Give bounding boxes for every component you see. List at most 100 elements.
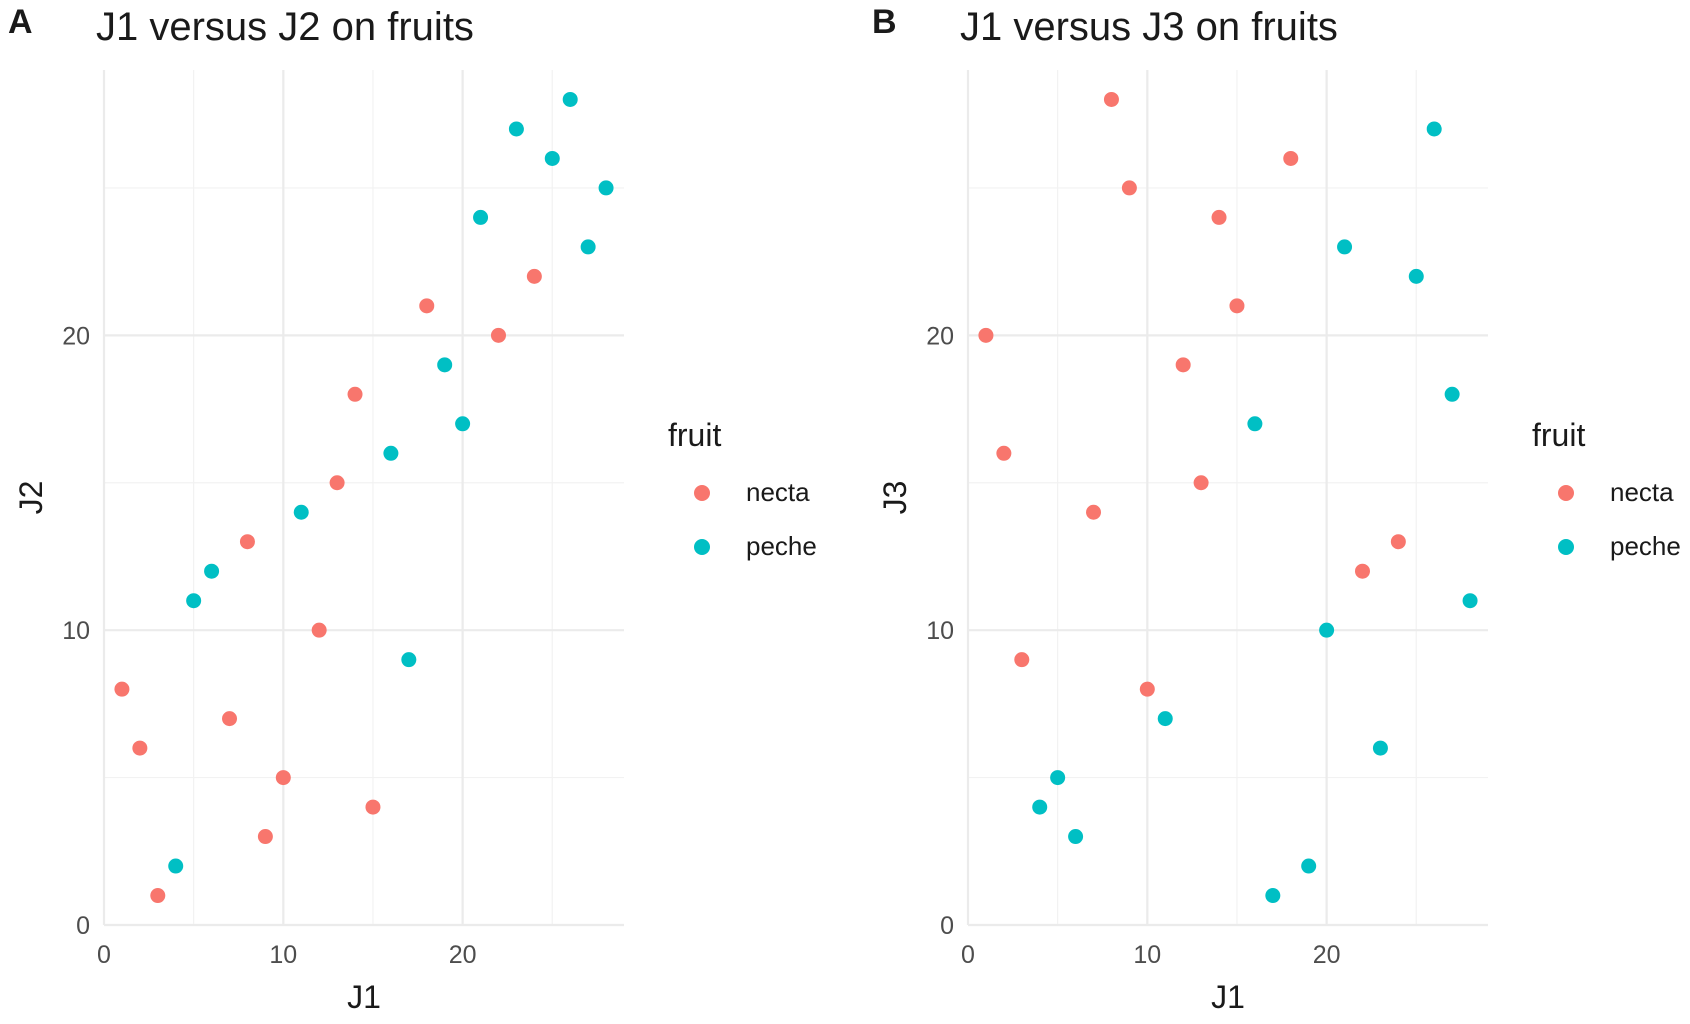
legend-key-necta xyxy=(1558,485,1574,501)
x-tick-label: 10 xyxy=(1133,941,1161,969)
data-point-necta xyxy=(114,681,130,697)
legend-key-necta xyxy=(694,485,710,501)
y-tick-label: 20 xyxy=(926,322,954,350)
y-tick-label: 0 xyxy=(76,912,90,940)
y-axis-title: J3 xyxy=(877,481,913,515)
y-tick-label: 10 xyxy=(926,617,954,645)
data-point-necta xyxy=(150,888,166,904)
legend-key-peche xyxy=(694,539,710,555)
data-point-necta xyxy=(1086,504,1102,520)
data-point-peche xyxy=(580,239,596,255)
data-point-peche xyxy=(168,858,184,874)
y-tick-label: 20 xyxy=(62,322,90,350)
chart-title: J1 versus J2 on fruits xyxy=(96,5,474,49)
data-point-peche xyxy=(383,445,399,461)
data-point-necta xyxy=(1354,563,1370,579)
x-tick-label: 20 xyxy=(1313,941,1341,969)
data-point-necta xyxy=(1211,209,1227,225)
data-point-peche xyxy=(293,504,309,520)
data-point-peche xyxy=(1050,770,1066,786)
panel-a: 0 10 20 0 10 20 J1 J2 A J1 versus J2 on fruits … xyxy=(8,3,858,1015)
data-point-necta xyxy=(996,445,1012,461)
data-point-necta xyxy=(239,534,255,550)
series-peche xyxy=(1032,121,1478,904)
data-point-peche xyxy=(598,180,614,196)
data-point-necta xyxy=(419,298,435,314)
data-point-necta xyxy=(222,711,238,727)
legend: fruit necta peche xyxy=(668,415,858,575)
data-point-necta xyxy=(1283,150,1299,166)
legend-label-peche: peche xyxy=(1610,531,1681,561)
legend-key-peche xyxy=(1558,539,1574,555)
legend-item-peche: peche xyxy=(668,521,858,575)
data-point-peche xyxy=(1032,799,1048,815)
data-point-necta xyxy=(329,475,345,491)
data-point-peche xyxy=(437,357,453,373)
panel-label: B xyxy=(872,3,897,41)
legend-title: fruit xyxy=(668,417,722,453)
data-point-necta xyxy=(347,386,363,402)
data-point-peche xyxy=(1247,416,1263,432)
data-point-necta xyxy=(1229,298,1245,314)
chart-title: J1 versus J3 on fruits xyxy=(960,5,1338,49)
data-point-peche xyxy=(1301,858,1317,874)
x-tick-label: 0 xyxy=(97,941,111,969)
data-point-necta xyxy=(1103,91,1119,107)
data-point-peche xyxy=(204,563,220,579)
legend-item-peche: peche xyxy=(1532,521,1690,575)
data-point-peche xyxy=(455,416,471,432)
data-point-necta xyxy=(365,799,381,815)
legend-label-necta: necta xyxy=(1610,477,1674,507)
data-point-peche xyxy=(1157,711,1173,727)
legend-item-necta: necta xyxy=(1532,467,1690,521)
data-point-necta xyxy=(490,327,506,343)
series-necta xyxy=(114,268,542,904)
data-point-necta xyxy=(1121,180,1137,196)
data-point-peche xyxy=(473,209,489,225)
data-point-peche xyxy=(1068,829,1084,845)
x-tick-label: 0 xyxy=(961,941,975,969)
data-point-necta xyxy=(311,622,327,638)
data-point-necta xyxy=(978,327,994,343)
data-point-necta xyxy=(1193,475,1209,491)
data-point-peche xyxy=(562,91,578,107)
x-tick-label: 10 xyxy=(269,941,297,969)
x-axis-title: J1 xyxy=(347,979,381,1015)
grid xyxy=(102,70,624,927)
y-tick-label: 0 xyxy=(940,912,954,940)
data-point-peche xyxy=(1426,121,1442,137)
series-peche xyxy=(168,91,614,874)
data-point-peche xyxy=(1319,622,1335,638)
data-point-necta xyxy=(1390,534,1406,550)
panel-b: 0 10 20 0 10 20 J1 J3 B J1 versus J3 on fruits … xyxy=(864,0,1690,1024)
x-tick-label: 20 xyxy=(449,941,477,969)
legend-label-necta: necta xyxy=(746,477,810,507)
data-point-peche xyxy=(1265,888,1281,904)
plot-area: 0 10 20 0 10 20 J1 J3 xyxy=(877,70,1488,1015)
plot-area: 0 10 20 0 10 20 J1 J2 xyxy=(13,70,624,1015)
data-point-peche xyxy=(1337,239,1353,255)
legend-title: fruit xyxy=(1532,417,1586,453)
data-point-necta xyxy=(1014,652,1030,668)
data-point-peche xyxy=(544,150,560,166)
series-necta xyxy=(978,91,1406,697)
data-point-necta xyxy=(132,740,148,756)
data-point-necta xyxy=(526,268,542,284)
y-tick-label: 10 xyxy=(62,617,90,645)
data-point-peche xyxy=(186,593,202,609)
data-point-peche xyxy=(1408,268,1424,284)
legend: fruit necta peche xyxy=(1532,415,1690,575)
data-point-necta xyxy=(1139,681,1155,697)
data-point-peche xyxy=(1372,740,1388,756)
grid xyxy=(966,70,1488,927)
data-point-necta xyxy=(1175,357,1191,373)
data-point-peche xyxy=(1444,386,1460,402)
data-point-peche xyxy=(401,652,417,668)
y-axis-title: J2 xyxy=(13,481,49,515)
data-point-peche xyxy=(508,121,524,137)
data-point-necta xyxy=(257,829,273,845)
legend-item-necta: necta xyxy=(668,467,858,521)
data-point-peche xyxy=(1462,593,1478,609)
legend-label-peche: peche xyxy=(746,531,817,561)
data-point-necta xyxy=(275,770,291,786)
